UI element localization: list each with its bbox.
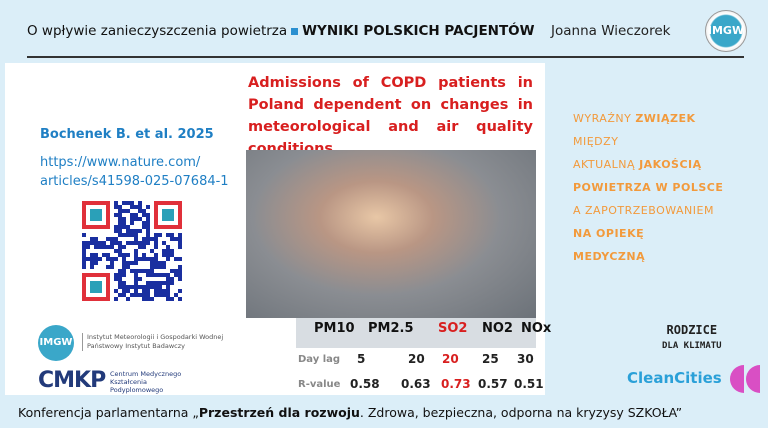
logo-text: DLA KLIMATU (662, 341, 722, 351)
imgw-name: Instytut Meteorologii i Gospodarki Wodne… (82, 333, 223, 351)
column-header: PM10 (314, 321, 355, 336)
cmkp-name: Centrum Medycznego Kształcenia Podyplomowe… (110, 370, 181, 394)
column-header: NOx (521, 321, 552, 336)
table-header: PM10 PM2.5 SO2 NO2 NOx (296, 318, 551, 348)
cleancities-mark-icon (730, 365, 760, 393)
url-line: https://www.nature.com/ (40, 155, 201, 170)
author: Joanna Wieczorek (551, 23, 671, 39)
column-header: SO2 (438, 321, 468, 336)
cmkp-name-line: Centrum Medycznego (110, 370, 182, 378)
cmkp-logo: CMKP (38, 368, 106, 393)
finding-emphasis: MEDYCZNĄ (573, 250, 646, 263)
cell: 0.58 (350, 377, 380, 391)
header-title: O wpływie zanieczyszczenia powietrza (27, 23, 288, 39)
cell: 25 (482, 352, 499, 366)
citation: Bochenek B. et al. 2025 (40, 127, 214, 142)
finding-emphasis: POWIETRZA W POLSCE (573, 181, 724, 194)
row-label: R-value (298, 379, 341, 390)
article-link[interactable]: https://www.nature.com/articles/s41598-0… (40, 153, 229, 191)
column-header: NO2 (482, 321, 513, 336)
cmkp-name-line: Kształcenia (110, 378, 147, 386)
cell: 20 (408, 352, 425, 366)
cell: 0.63 (401, 377, 431, 391)
cell: 30 (517, 352, 534, 366)
url-line: articles/s41598-025-07684-1 (40, 174, 229, 189)
finding-text: WYRAŹNY (573, 112, 636, 125)
finding-text: AKTUALNĄ (573, 158, 640, 171)
imgw-logo: IMGW (705, 10, 747, 52)
slide-title: Admissions of COPD patients in Poland de… (248, 75, 533, 157)
cell: 20 (442, 352, 459, 366)
footer-text: Konferencja parlamentarna „ (18, 405, 199, 420)
finding-emphasis: NA OPIEKĘ (573, 227, 645, 240)
finding-emphasis: JAKOŚCIĄ (639, 158, 702, 171)
footer: Konferencja parlamentarna „Przestrzeń dl… (18, 405, 682, 420)
illustration-respiratory (246, 150, 536, 318)
square-bullet-icon (291, 27, 299, 35)
finding-text: A ZAPOTRZEBOWANIEM (573, 204, 714, 217)
cell: 0.57 (478, 377, 508, 391)
cleancities-logo: CleanCities (627, 369, 722, 387)
footer-text: . Zdrowa, bezpieczna, odporna na kryzysy… (359, 405, 683, 420)
slide-header: O wpływie zanieczyszczenia powietrza WYNI… (27, 23, 535, 39)
logo-text: RODZICE (666, 323, 718, 337)
divider (27, 56, 744, 58)
cell: 0.51 (514, 377, 544, 391)
cell: 5 (357, 352, 366, 366)
imgw-name-line: Instytut Meteorologii i Gospodarki Wodne… (87, 333, 224, 341)
header-subtitle: WYNIKI POLSKICH PACJENTÓW (302, 23, 535, 39)
rodzice-dla-klimatu-logo: RODZICE DLA KLIMATU (662, 322, 722, 354)
finding-emphasis: ZWIĄZEK (635, 112, 696, 125)
imgw-name-line: Państwowy Instytut Badawczy (87, 342, 185, 350)
key-finding: WYRAŹNY ZWIĄZEK MIĘDZY AKTUALNĄ JAKOŚCIĄ… (573, 107, 723, 268)
column-header: PM2.5 (368, 321, 414, 336)
results-table: PM10 PM2.5 SO2 NO2 NOx Day lag 5 20 20 2… (246, 318, 551, 394)
footer-emphasis: Przestrzeń dla rozwoju (198, 405, 360, 420)
finding-text: MIĘDZY (573, 135, 619, 148)
cmkp-name-line: Podyplomowego (110, 386, 164, 394)
cell: 0.73 (441, 377, 471, 391)
qr-code (82, 201, 182, 301)
imgw-logo: IMGW (38, 325, 74, 361)
row-label: Day lag (298, 354, 341, 365)
